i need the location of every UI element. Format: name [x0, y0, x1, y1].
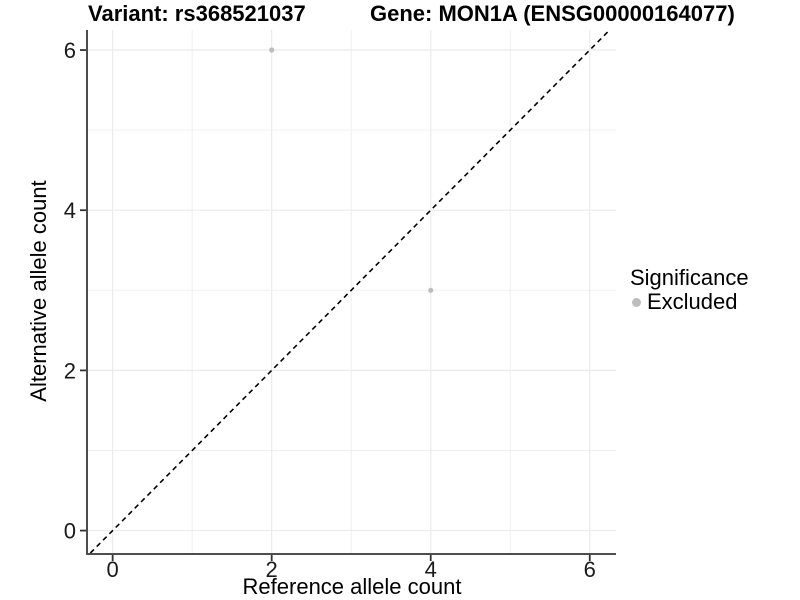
x-axis-title: Reference allele count [242, 574, 462, 599]
variant-title: Variant: rs368521037 [88, 1, 306, 26]
x-tick-label: 2 [266, 557, 278, 582]
x-tick-label: 0 [107, 557, 119, 582]
y-tick-label: 2 [64, 358, 76, 383]
identity-dashed-line [89, 29, 611, 554]
y-axis-title: Alternative allele count [26, 180, 51, 402]
legend: Significance Excluded [630, 266, 749, 313]
data-point [428, 287, 434, 293]
legend-entry-excluded: Excluded [630, 291, 749, 313]
y-tick-label: 6 [64, 38, 76, 63]
x-tick-label: 6 [584, 557, 596, 582]
gene-title: Gene: MON1A (ENSG00000164077) [370, 1, 735, 26]
y-tick-label: 4 [64, 198, 76, 223]
legend-title: Significance [630, 265, 749, 290]
excluded-point-icon [632, 297, 641, 307]
y-tick-label: 0 [64, 519, 76, 544]
data-point [269, 47, 275, 53]
legend-entry-label: Excluded [647, 289, 738, 314]
x-tick-label: 4 [425, 557, 437, 582]
